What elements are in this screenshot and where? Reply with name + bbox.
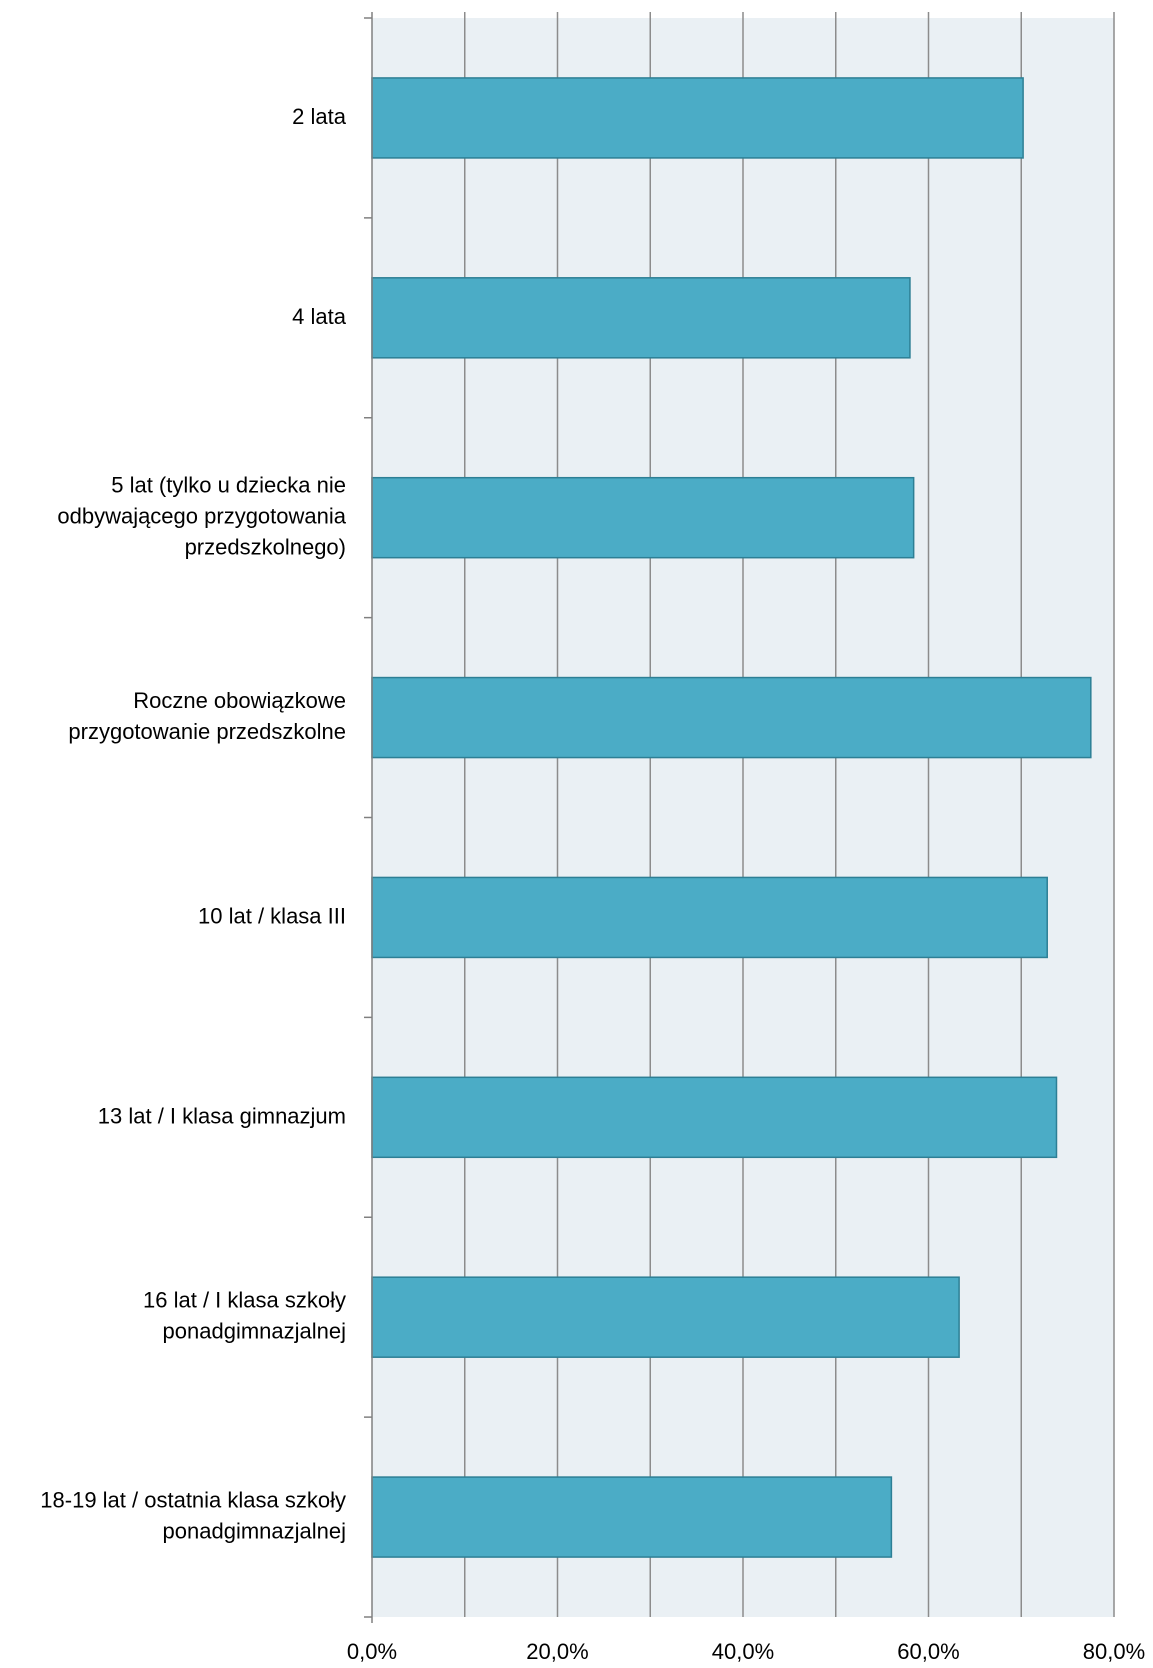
x-tick-label: 0,0%: [347, 1639, 397, 1664]
category-labels: 2 lata 4 lata 5 lat (tylko u dziecka nie od…: [40, 104, 346, 1544]
bar: [371, 77, 1024, 159]
category-label: 16 lat / I klasa szkoły ponadgimnazjalnej: [143, 1288, 346, 1344]
bar: [371, 1076, 1058, 1159]
bar: [371, 1476, 893, 1558]
x-tick-label: 40,0%: [712, 1639, 774, 1664]
x-tick-label: 60,0%: [897, 1639, 959, 1664]
category-label: 2 lata: [292, 104, 347, 129]
bar: [371, 277, 911, 359]
category-label: 10 lat / klasa III: [198, 903, 346, 928]
bar: [371, 676, 1092, 759]
bars: [371, 77, 1092, 1558]
bar: [371, 1276, 960, 1358]
category-label: 13 lat / I klasa gimnazjum: [98, 1103, 346, 1128]
category-label: 4 lata: [292, 304, 347, 329]
category-label: 5 lat (tylko u dziecka nie odbywającego p…: [57, 473, 346, 560]
bar: [371, 876, 1048, 959]
category-label: 18-19 lat / ostatnia klasa szkoły ponadgi…: [40, 1487, 346, 1543]
category-label: Roczne obowiązkowe przygotowanie przedszk…: [68, 688, 346, 744]
x-tick-label: 20,0%: [526, 1639, 588, 1664]
x-tick-label: 80,0%: [1083, 1639, 1145, 1664]
bar: [371, 476, 915, 559]
axes: [364, 12, 373, 1623]
x-tick-labels: 0,0% 20,0% 40,0% 60,0% 80,0%: [347, 1639, 1145, 1664]
